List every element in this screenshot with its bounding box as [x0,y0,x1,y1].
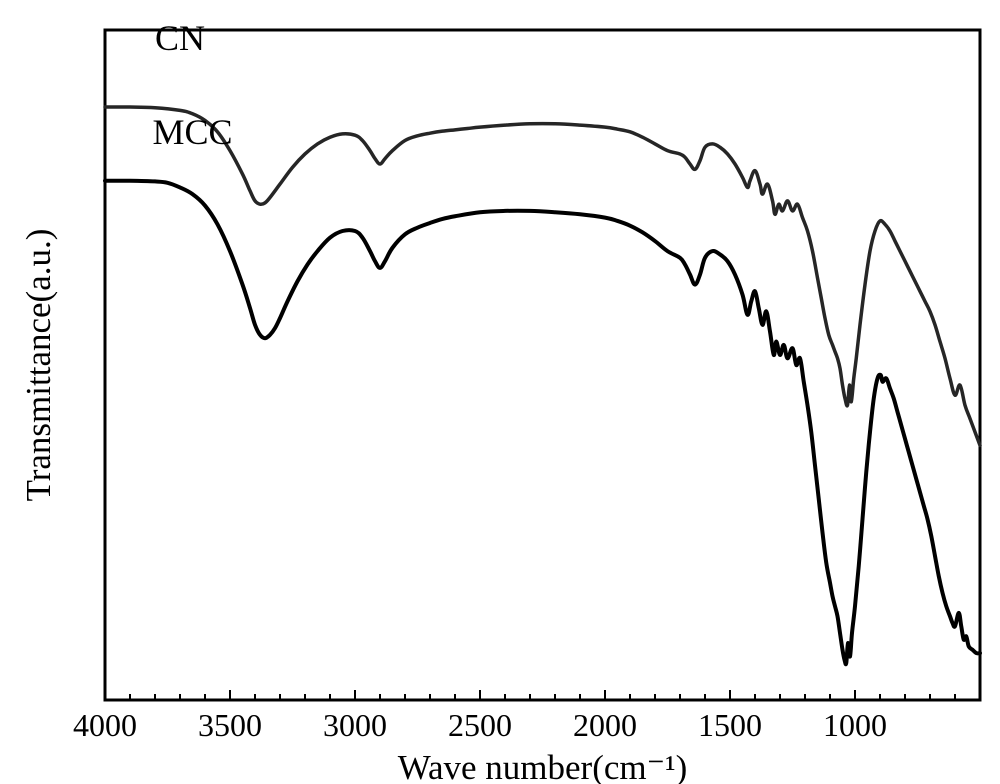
x-tick-label: 2000 [573,707,637,743]
series-label-mcc: MCC [153,112,233,152]
x-tick-label: 4000 [73,707,137,743]
x-tick-label: 3000 [323,707,387,743]
x-tick-label: 3500 [198,707,262,743]
y-axis-label: Transmittance(a.u.) [19,229,58,502]
x-tick-label: 1000 [823,707,887,743]
x-axis-label: Wave number(cm⁻¹) [398,748,688,784]
ftir-spectrum-chart: 4000 3500 3000 2500 2000 1500 1000 Wave number(… [0,0,1000,784]
series-label-cn: CN [155,18,205,58]
x-tick-label: 2500 [448,707,512,743]
x-tick-label: 1500 [698,707,762,743]
